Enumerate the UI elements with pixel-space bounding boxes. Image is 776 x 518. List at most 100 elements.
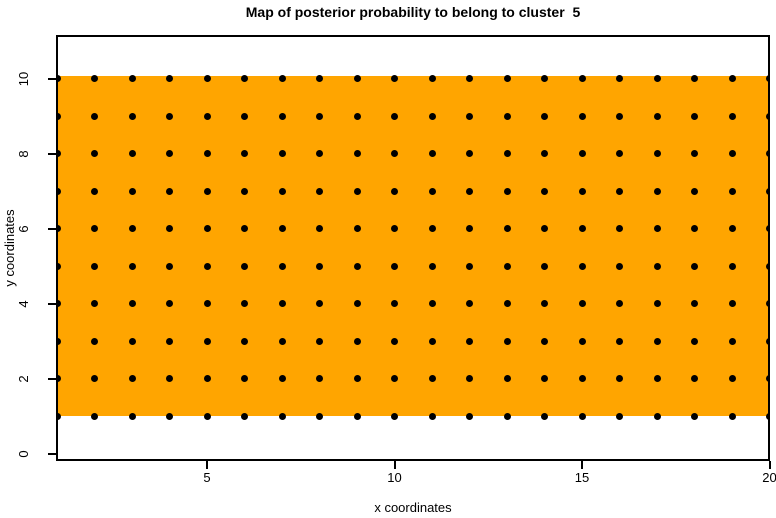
data-point — [316, 262, 323, 270]
data-point — [653, 112, 661, 120]
y-axis-tick-label: 6 — [16, 224, 31, 233]
y-axis-tick-mark — [48, 302, 56, 305]
data-point — [241, 300, 248, 307]
data-point — [391, 225, 398, 232]
x-axis-tick-label: 15 — [574, 470, 590, 485]
data-point — [316, 225, 323, 232]
data-point — [728, 262, 736, 270]
data-point — [128, 375, 136, 382]
data-point — [466, 337, 473, 345]
y-axis-tick-label: 4 — [16, 299, 31, 308]
data-point — [466, 225, 473, 232]
data-point — [128, 75, 136, 82]
data-point — [58, 75, 61, 82]
y-axis-tick-label: 2 — [16, 374, 31, 383]
data-point — [353, 75, 361, 82]
data-point — [503, 112, 511, 120]
data-point — [241, 337, 248, 345]
data-point — [278, 187, 286, 195]
data-point — [428, 375, 436, 382]
data-point — [166, 375, 173, 382]
data-point — [691, 75, 698, 82]
data-point — [653, 337, 661, 345]
data-point — [166, 225, 173, 232]
data-point — [466, 262, 473, 270]
data-point — [616, 412, 623, 420]
data-point — [428, 75, 436, 82]
data-point — [766, 300, 768, 307]
data-point — [58, 262, 61, 270]
y-axis-tick-label: 8 — [16, 149, 31, 158]
data-point — [91, 262, 98, 270]
data-point — [353, 375, 361, 382]
data-point — [541, 262, 548, 270]
data-point — [353, 337, 361, 345]
data-point — [503, 337, 511, 345]
data-point — [578, 112, 586, 120]
data-point — [766, 150, 768, 157]
data-point — [203, 262, 211, 270]
x-axis-tick-mark — [206, 461, 208, 469]
data-point — [203, 150, 211, 157]
data-point — [203, 112, 211, 120]
data-point — [316, 187, 323, 195]
data-point — [203, 375, 211, 382]
data-point — [616, 225, 623, 232]
data-point — [691, 112, 698, 120]
y-axis-tick-label: 10 — [16, 71, 31, 86]
data-point — [316, 337, 323, 345]
data-point — [428, 337, 436, 345]
x-axis-tick-mark — [393, 461, 396, 469]
data-point — [766, 337, 768, 345]
data-point — [91, 112, 98, 120]
data-point — [278, 412, 286, 420]
data-point — [728, 225, 736, 232]
data-point — [58, 187, 61, 195]
data-point — [578, 300, 586, 307]
data-point — [466, 187, 473, 195]
data-point — [728, 412, 736, 420]
data-point — [766, 75, 768, 82]
data-point — [278, 225, 286, 232]
data-point — [653, 150, 661, 157]
data-point — [616, 75, 623, 82]
y-axis-tick-mark — [48, 377, 56, 380]
data-point — [391, 112, 398, 120]
x-axis-tick-label: 10 — [387, 470, 402, 485]
data-point — [541, 225, 548, 232]
data-point — [428, 112, 436, 120]
data-point — [391, 337, 398, 345]
data-point — [466, 75, 473, 82]
data-point — [541, 300, 548, 307]
data-point — [203, 187, 211, 195]
data-point — [653, 300, 661, 307]
data-point — [316, 375, 323, 382]
data-point — [278, 300, 286, 307]
data-point — [278, 375, 286, 382]
x-axis-label: x coordinates — [374, 500, 452, 515]
data-point — [616, 150, 623, 157]
data-point — [58, 150, 61, 157]
data-point — [166, 262, 173, 270]
data-point — [391, 262, 398, 270]
data-point — [766, 225, 768, 232]
data-point — [391, 187, 398, 195]
data-point — [503, 150, 511, 157]
data-point — [578, 225, 586, 232]
data-point — [616, 375, 623, 382]
data-point — [728, 112, 736, 120]
data-point — [728, 150, 736, 157]
x-axis-tick-label: 5 — [203, 470, 211, 485]
data-point — [503, 300, 511, 307]
data-point — [541, 412, 548, 420]
x-axis-tick-mark — [581, 461, 583, 469]
data-point — [91, 337, 98, 345]
data-point — [728, 300, 736, 307]
data-point — [353, 412, 361, 420]
data-point — [728, 75, 736, 82]
data-point — [91, 300, 98, 307]
data-point — [578, 375, 586, 382]
data-point — [653, 262, 661, 270]
data-point — [166, 412, 173, 420]
data-point — [691, 412, 698, 420]
